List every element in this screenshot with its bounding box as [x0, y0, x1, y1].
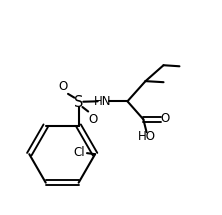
- Text: O: O: [58, 80, 67, 93]
- Text: S: S: [74, 95, 83, 110]
- Text: HO: HO: [138, 130, 156, 143]
- Text: O: O: [161, 112, 170, 125]
- Text: HN: HN: [94, 95, 112, 108]
- Text: O: O: [89, 113, 98, 126]
- Text: Cl: Cl: [73, 146, 85, 159]
